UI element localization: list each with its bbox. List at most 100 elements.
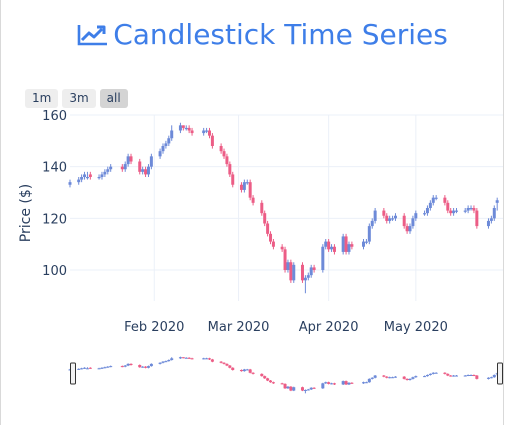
candle-increasing[interactable] (367, 226, 371, 242)
candle-increasing[interactable] (330, 246, 334, 250)
candle-increasing[interactable] (184, 127, 188, 130)
candle-increasing[interactable] (434, 197, 438, 199)
candle-decreasing[interactable] (228, 164, 232, 175)
candle-decreasing[interactable] (443, 197, 447, 203)
candle-increasing[interactable] (452, 210, 456, 214)
candle-decreasing[interactable] (344, 236, 348, 252)
candle-decreasing[interactable] (248, 182, 252, 198)
candle-increasing[interactable] (486, 220, 490, 227)
candle-decreasing[interactable] (385, 215, 389, 221)
candle-increasing[interactable] (423, 213, 427, 215)
candle-decreasing[interactable] (289, 262, 293, 281)
candle-decreasing[interactable] (382, 210, 386, 216)
candle-increasing[interactable] (362, 241, 366, 247)
candle-increasing[interactable] (428, 202, 432, 208)
candle-increasing[interactable] (370, 220, 374, 227)
candle-increasing[interactable] (167, 138, 171, 144)
candle-increasing[interactable] (495, 200, 499, 203)
candle-decreasing[interactable] (327, 241, 331, 250)
candle-decreasing[interactable] (190, 130, 194, 134)
candle-decreasing[interactable] (405, 226, 409, 232)
candle-increasing[interactable] (492, 208, 496, 219)
candle-increasing[interactable] (411, 218, 415, 227)
candle-decreasing[interactable] (225, 156, 229, 165)
candle-increasing[interactable] (425, 208, 429, 214)
candle-increasing[interactable] (341, 236, 345, 252)
candle-increasing[interactable] (123, 164, 127, 170)
candle-decreasing[interactable] (120, 166, 124, 170)
candle-decreasing[interactable] (88, 174, 92, 177)
candle-decreasing[interactable] (475, 210, 479, 227)
candle-increasing[interactable] (100, 174, 104, 177)
candle-increasing[interactable] (164, 143, 168, 146)
candle-increasing[interactable] (364, 241, 368, 243)
candle-increasing[interactable] (309, 267, 313, 276)
candle-decreasing[interactable] (260, 202, 264, 214)
candle-increasing[interactable] (80, 177, 84, 180)
candle-decreasing[interactable] (402, 215, 406, 227)
range-slider[interactable] (68, 356, 503, 394)
candle-increasing[interactable] (85, 177, 89, 179)
candle-decreasing[interactable] (187, 127, 191, 131)
candle-increasing[interactable] (77, 179, 81, 183)
candle-increasing[interactable] (469, 208, 473, 210)
candle-decreasing[interactable] (231, 174, 235, 185)
candle-increasing[interactable] (109, 166, 113, 170)
candle-increasing[interactable] (388, 218, 392, 221)
candles[interactable] (68, 122, 499, 294)
candle-decreasing[interactable] (222, 151, 226, 157)
candle-decreasing[interactable] (207, 130, 211, 136)
candle-increasing[interactable] (202, 130, 206, 134)
candle-decreasing[interactable] (350, 244, 354, 247)
candle-decreasing[interactable] (129, 156, 133, 162)
candle-increasing[interactable] (292, 264, 296, 281)
candle-decreasing[interactable] (446, 202, 450, 211)
candle-decreasing[interactable] (283, 249, 287, 270)
candle-increasing[interactable] (373, 210, 377, 221)
candle-increasing[interactable] (161, 146, 165, 152)
candle-decreasing[interactable] (332, 246, 336, 252)
candle-decreasing[interactable] (144, 169, 148, 175)
candle-increasing[interactable] (170, 130, 174, 139)
candle-increasing[interactable] (149, 156, 153, 167)
candle-decreasing[interactable] (449, 210, 453, 214)
candle-increasing[interactable] (205, 130, 209, 132)
candle-increasing[interactable] (489, 218, 493, 221)
candle-increasing[interactable] (106, 169, 110, 172)
candle-increasing[interactable] (103, 171, 107, 175)
candle-decreasing[interactable] (251, 197, 255, 203)
candle-decreasing[interactable] (138, 161, 142, 172)
candle-increasing[interactable] (97, 177, 101, 179)
candle-increasing[interactable] (245, 182, 249, 184)
candle-increasing[interactable] (391, 218, 395, 220)
candle-increasing[interactable] (286, 262, 290, 270)
candle-increasing[interactable] (393, 215, 397, 219)
candle-increasing[interactable] (158, 151, 162, 157)
candle-increasing[interactable] (408, 226, 412, 232)
candle-increasing[interactable] (83, 174, 87, 177)
candle-decreasing[interactable] (269, 233, 273, 242)
candle-increasing[interactable] (68, 182, 72, 185)
candle-increasing[interactable] (463, 210, 467, 212)
candle-increasing[interactable] (324, 241, 328, 247)
range-3m-button[interactable]: 3m (62, 89, 96, 108)
candle-increasing[interactable] (178, 125, 182, 131)
candle-increasing[interactable] (146, 166, 150, 175)
candle-increasing[interactable] (242, 182, 246, 190)
range-all-button[interactable]: all (99, 89, 128, 108)
candle-increasing[interactable] (455, 210, 459, 212)
candle-increasing[interactable] (303, 277, 307, 281)
candle-decreasing[interactable] (181, 125, 185, 128)
candle-decreasing[interactable] (472, 208, 476, 211)
candle-increasing[interactable] (306, 275, 310, 278)
candle-decreasing[interactable] (312, 267, 316, 270)
candle-increasing[interactable] (141, 169, 145, 172)
candle-decreasing[interactable] (300, 264, 304, 281)
candle-decreasing[interactable] (280, 246, 284, 250)
candle-increasing[interactable] (431, 197, 435, 203)
candle-increasing[interactable] (466, 208, 470, 211)
slider-right-handle[interactable] (497, 362, 503, 385)
candle-decreasing[interactable] (263, 213, 267, 224)
candle-increasing[interactable] (321, 246, 325, 270)
